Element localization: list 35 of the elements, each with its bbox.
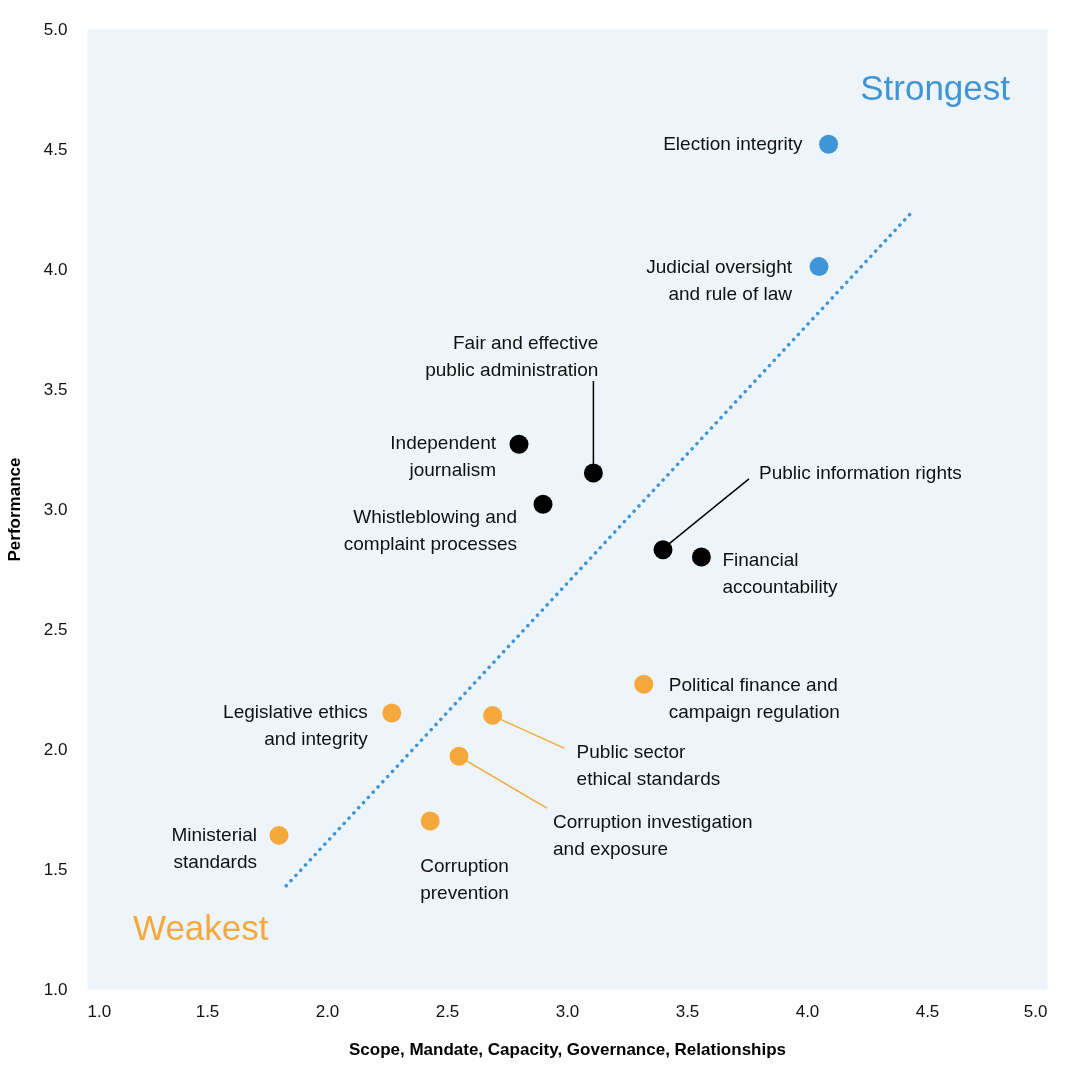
annotation: Public information rights xyxy=(759,461,962,483)
annotation: Weakest xyxy=(133,908,269,947)
y-tick-label: 4.0 xyxy=(43,259,68,279)
y-tick-label: 2.5 xyxy=(43,619,68,639)
annotation: Legislative ethics and integrity xyxy=(223,701,369,749)
y-tick-label: 5.0 xyxy=(43,19,68,39)
y-axis-title: Performance xyxy=(4,457,24,562)
x-tick-label: 5.0 xyxy=(1023,1001,1048,1021)
annotation: Election integrity xyxy=(663,133,804,155)
annotation: Judicial oversight and rule of law xyxy=(646,255,793,304)
annotation: Fair and effective public administration xyxy=(425,332,599,380)
y-tick-label: 2.0 xyxy=(43,739,68,759)
annotation: Corruption investigation and exposure xyxy=(553,811,753,860)
annotation: Whistleblowing and complaint processes xyxy=(343,506,517,555)
y-tick-label: 4.5 xyxy=(43,139,68,159)
annotation: Corruption prevention xyxy=(420,855,509,903)
x-tick-label: 4.0 xyxy=(795,1001,820,1021)
annotation: Independent journalism xyxy=(390,432,497,481)
annotation: Financial accountability xyxy=(722,549,839,597)
y-tick-label: 1.5 xyxy=(43,859,68,879)
annotation: Strongest xyxy=(860,68,1011,107)
x-tick-label: 1.0 xyxy=(87,1001,112,1021)
x-axis-title: Scope, Mandate, Capacity, Governance, Relationships xyxy=(348,1039,787,1059)
x-tick-label: 3.0 xyxy=(555,1001,580,1021)
x-tick-label: 2.0 xyxy=(315,1001,340,1021)
annotation: Public sector ethical standards xyxy=(576,741,721,790)
annotation: Ministerial standards xyxy=(171,824,257,873)
x-tick-label: 2.5 xyxy=(435,1001,460,1021)
x-tick-label: 4.5 xyxy=(915,1001,940,1021)
annotation: Political finance and campaign regulation xyxy=(668,674,840,723)
x-tick-label: 1.5 xyxy=(195,1001,220,1021)
y-tick-label: 3.5 xyxy=(43,379,68,399)
y-tick-label: 1.0 xyxy=(43,979,68,999)
y-tick-label: 3.0 xyxy=(43,499,68,519)
x-tick-label: 3.5 xyxy=(675,1001,700,1021)
